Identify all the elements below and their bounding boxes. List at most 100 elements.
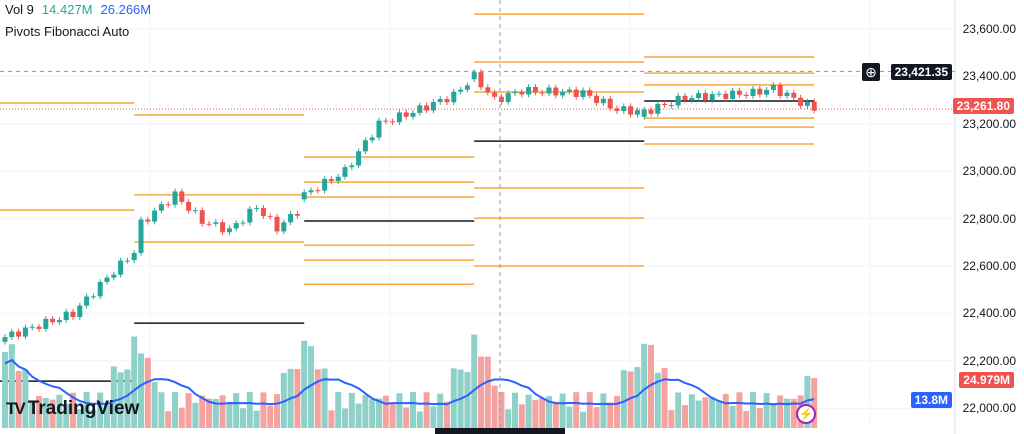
- price-tick: 23,000.00: [962, 164, 1016, 179]
- volume-bar: [478, 356, 484, 428]
- candle-body: [362, 140, 368, 152]
- lightning-icon[interactable]: ⚡: [796, 404, 816, 424]
- candle-body: [288, 213, 294, 223]
- candle-body: [36, 326, 42, 329]
- volume-bar: [743, 410, 750, 428]
- volume-bar: [607, 402, 614, 428]
- candle-body: [274, 216, 280, 232]
- volume-bar: [695, 400, 702, 428]
- candle-body: [614, 108, 620, 112]
- volume-ma-line: [4, 358, 815, 406]
- volume-bar: [131, 336, 138, 428]
- candle-body: [587, 90, 593, 96]
- candle-body: [594, 95, 600, 104]
- volume-bar: [518, 404, 525, 428]
- candle-body: [267, 216, 273, 218]
- volume-bar: [784, 398, 790, 428]
- volume-ma-tag: 13.8M: [910, 392, 952, 408]
- volume-ma-value: 26.266M: [100, 2, 152, 17]
- volume-bar: [716, 401, 722, 428]
- volume-bar: [240, 408, 246, 428]
- last-price-tag: 23,261.80: [952, 98, 1014, 114]
- candle-body: [777, 85, 783, 96]
- price-tick: 23,400.00: [962, 69, 1016, 84]
- volume-bar: [566, 406, 573, 428]
- volume-bar: [117, 372, 124, 428]
- volume-bar: [600, 393, 607, 428]
- candle-body: [791, 92, 797, 98]
- volume-bar: [586, 392, 593, 428]
- volume-bar: [416, 411, 423, 428]
- candle-body: [464, 85, 470, 90]
- volume-bar: [226, 403, 233, 428]
- volume-bar: [49, 399, 56, 428]
- price-tick: 22,200.00: [962, 353, 1016, 368]
- volume-bar: [362, 395, 369, 428]
- candle-body: [410, 112, 416, 117]
- candle-body: [573, 89, 579, 97]
- candle-body: [104, 277, 110, 282]
- volume-bar: [36, 396, 42, 428]
- volume-bar: [763, 393, 770, 428]
- volume-bar: [124, 369, 131, 428]
- volume-bar: [729, 405, 736, 428]
- candle-body: [553, 87, 559, 96]
- volume-bar: [178, 407, 185, 428]
- candle-body: [417, 105, 423, 113]
- volume-value: 14.427M: [41, 2, 93, 17]
- candle-body: [43, 318, 49, 329]
- candle-body: [716, 93, 722, 95]
- volume-bar: [212, 399, 219, 428]
- volume-bar: [192, 402, 199, 428]
- candle-body: [471, 72, 477, 80]
- candle-body: [736, 90, 742, 95]
- candle-body: [138, 219, 144, 253]
- candle-body: [478, 72, 484, 88]
- add-alert-plus-icon[interactable]: ⊕: [862, 63, 880, 81]
- candle-body: [526, 86, 532, 95]
- candle-body: [444, 99, 450, 103]
- volume-bar: [552, 401, 559, 428]
- volume-bar: [450, 368, 457, 428]
- candle-body: [111, 274, 117, 278]
- candle-body: [29, 326, 35, 328]
- candle-body: [247, 208, 253, 223]
- candle-body: [97, 281, 103, 297]
- candle-body: [396, 112, 402, 123]
- volume-bar: [410, 392, 416, 428]
- volume-bar: [484, 356, 491, 428]
- logo-text: TradingView: [27, 398, 140, 419]
- volume-bar: [750, 392, 756, 428]
- candle-body: [9, 331, 15, 338]
- candle-body: [580, 90, 586, 97]
- volume-bar: [8, 344, 15, 428]
- candle-body: [730, 90, 736, 99]
- volume-bar: [580, 411, 586, 428]
- volume-bar: [491, 385, 498, 428]
- candle-body: [437, 99, 443, 103]
- candle-body: [798, 97, 804, 106]
- volume-bar: [110, 366, 117, 428]
- price-tick: 23,600.00: [962, 22, 1016, 36]
- candle-body: [254, 207, 260, 209]
- volume-bar: [314, 369, 321, 428]
- volume-bar: [403, 407, 410, 428]
- candle-body: [600, 98, 606, 104]
- volume-bar: [539, 397, 546, 428]
- candle-body: [342, 167, 348, 177]
- time-scrollbar[interactable]: [435, 428, 565, 434]
- candle-body: [709, 94, 715, 101]
- candle-body: [213, 222, 219, 224]
- candle-body: [770, 85, 776, 90]
- volume-bar: [654, 372, 661, 428]
- candle-body: [498, 96, 504, 102]
- volume-bar: [709, 396, 716, 428]
- volume-bar: [464, 372, 471, 428]
- tradingview-logo[interactable]: TV TradingView: [6, 398, 139, 420]
- volume-bar: [185, 393, 192, 428]
- candle-body: [485, 87, 491, 93]
- pivots-legend: Pivots Fibonacci Auto: [5, 24, 130, 39]
- candle-body: [430, 102, 436, 111]
